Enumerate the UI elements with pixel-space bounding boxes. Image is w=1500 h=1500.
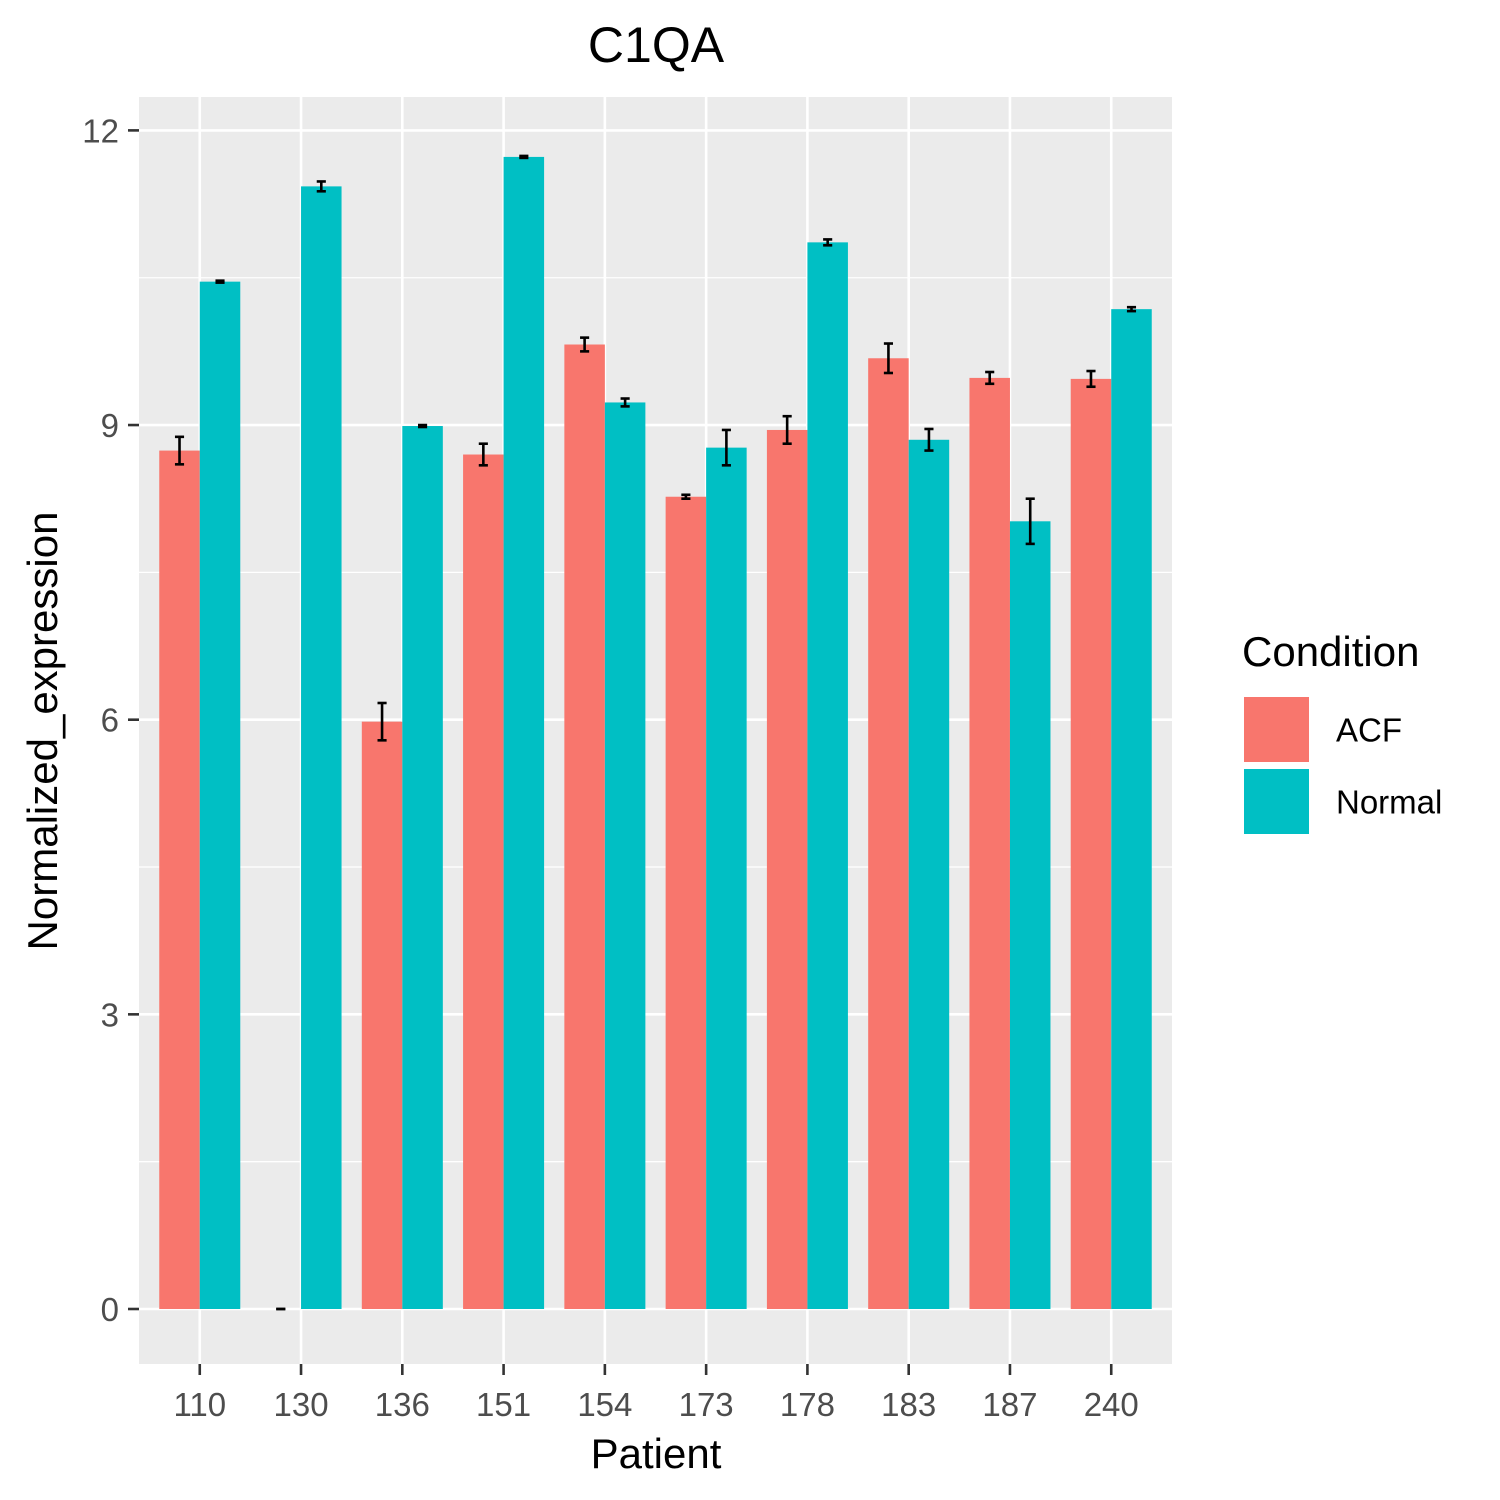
y-tick-label: 3 <box>101 996 119 1033</box>
y-tick-label: 0 <box>101 1291 119 1328</box>
error-bars <box>174 154 1137 1311</box>
x-tick-label: 154 <box>577 1386 632 1423</box>
legend-key-normal <box>1242 767 1311 836</box>
y-axis: 0 3 6 9 12 <box>82 112 139 1328</box>
bar-acf-178 <box>766 429 808 1309</box>
bar-normal-178 <box>807 242 848 1309</box>
bar-normal-136 <box>402 426 443 1309</box>
chart-title: C1QA <box>588 17 725 73</box>
x-tick-label: 240 <box>1084 1386 1139 1423</box>
x-tick-label: 173 <box>679 1386 734 1423</box>
x-tick-label: 178 <box>780 1386 835 1423</box>
legend-label-acf: ACF <box>1336 712 1402 749</box>
x-tick-label: 151 <box>476 1386 531 1423</box>
bar-acf-136 <box>361 721 403 1309</box>
bar-acf-151 <box>463 454 504 1309</box>
bar-normal-154 <box>604 402 646 1309</box>
legend: Condition ACF Normal <box>1242 628 1442 836</box>
bar-acf-154 <box>564 344 605 1309</box>
bar-acf-183 <box>868 358 909 1309</box>
y-axis-title: Normalized_expression <box>19 512 66 951</box>
x-axis-title: Patient <box>591 1430 722 1477</box>
legend-key-acf <box>1242 695 1311 764</box>
x-tick-label: 183 <box>881 1386 936 1423</box>
x-tick-label: 130 <box>274 1386 329 1423</box>
bar-normal-130 <box>301 186 342 1309</box>
bar-normal-240 <box>1111 309 1152 1309</box>
y-tick-label: 6 <box>101 702 119 739</box>
bars <box>159 156 1152 1309</box>
x-tick-label: 136 <box>375 1386 430 1423</box>
bar-acf-110 <box>159 450 200 1309</box>
bar-normal-110 <box>199 281 241 1309</box>
legend-title: Condition <box>1242 628 1419 675</box>
bar-acf-187 <box>969 377 1010 1309</box>
bar-normal-151 <box>503 156 545 1309</box>
bar-acf-240 <box>1070 378 1112 1309</box>
bar-normal-187 <box>1009 521 1051 1309</box>
bar-normal-173 <box>706 447 747 1309</box>
x-tick-label: 187 <box>982 1386 1037 1423</box>
legend-label-normal: Normal <box>1336 784 1442 821</box>
y-tick-label: 12 <box>82 112 119 149</box>
bar-acf-173 <box>665 496 707 1309</box>
bar-normal-183 <box>908 439 950 1309</box>
x-axis: 110 130 136 151 154 173 178 183 187 240 <box>173 1364 1139 1423</box>
y-tick-label: 9 <box>101 407 119 444</box>
x-tick-label: 110 <box>173 1386 226 1423</box>
